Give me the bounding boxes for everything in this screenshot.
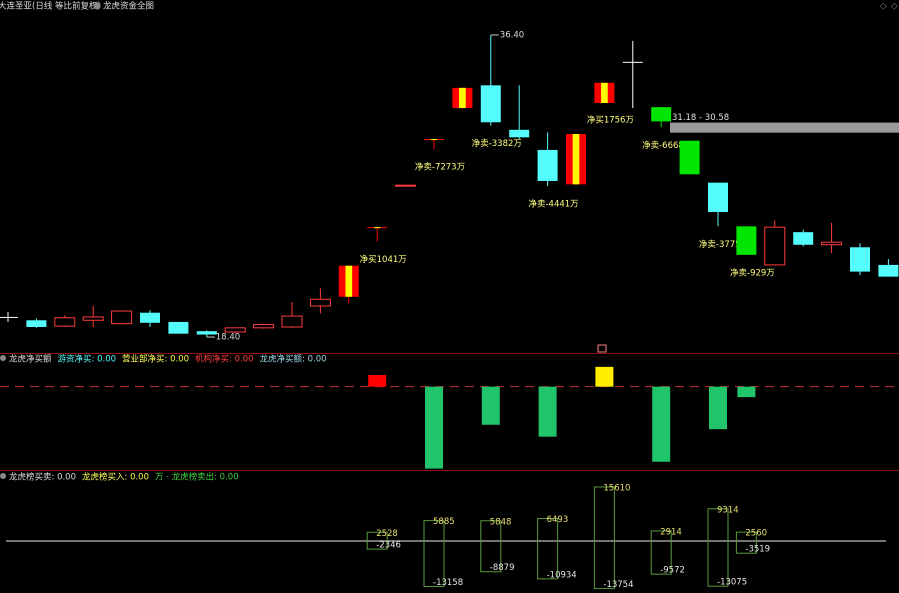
candle-stripe [430,139,438,141]
buy-sell-box [650,530,672,575]
buy-label: 5885 [433,517,455,527]
annotation: 净买1041万 [360,254,407,265]
buy-sell-box [735,531,757,554]
bar [481,386,500,425]
annotation: 净卖-6668万 [642,140,692,151]
legend-item: 营业部净买: 0.00 [122,354,189,365]
candle-body [821,241,843,246]
candle-body [54,317,76,327]
legend-item: 游资净买: 0.00 [58,354,117,365]
buy-sell-box [537,518,559,580]
candle-body [0,316,18,318]
buy-sell-box [480,520,502,573]
buy-sell-box [423,520,445,588]
candle-stripe [373,227,381,229]
candle-stripe [601,82,608,103]
candle-body [224,327,246,333]
candle-body [395,184,417,187]
bar [737,386,756,398]
range-band-label: 31.18 - 30.58 [672,113,729,123]
icon [0,473,6,479]
candle-body [26,320,47,327]
sell-label: -3519 [745,545,770,555]
candle-body [82,316,104,321]
candle-body [196,331,217,335]
legend-item: 龙虎榜买入: 0.00 [82,472,149,483]
annotation: 净卖-7273万 [415,162,465,173]
buy-label: 2528 [376,529,398,539]
window-control[interactable]: ◇ [880,2,887,12]
candle-body [679,140,700,175]
buy-sell-box [366,531,388,550]
candle-body [764,226,786,266]
buy-sell-box [593,486,615,590]
bar [368,374,387,387]
range-band [670,122,899,133]
sell-label: -13754 [603,580,633,590]
buy-label: 6493 [547,515,569,525]
sell-label: -13075 [717,578,747,588]
candle-body [850,247,870,272]
candle-body [708,182,728,213]
chart-title: 大连圣亚(日线 等比前复权) [0,1,101,12]
bar [595,366,614,387]
buy-label: 5848 [490,517,512,527]
sell-label: -13158 [433,578,463,588]
candle-stripe [459,87,466,108]
candle-body [309,298,331,307]
annotation: 净卖-3775万 [699,239,749,250]
candle-body [509,129,530,138]
window-control[interactable]: ◇ [891,2,898,12]
buy-sell-box [707,508,729,587]
candle-body [111,310,133,325]
candle-body [480,85,501,123]
candle-body [537,149,558,181]
icon [93,2,101,10]
bar [709,386,727,430]
sell-label: -9572 [660,566,685,576]
legend-item: 万 · 龙虎榜卖出: 0.00 [155,472,239,483]
icon [0,355,6,361]
annotation: 净卖-3382万 [472,138,522,149]
candle-stripe [345,265,353,297]
bar [538,386,557,437]
bar [652,386,671,462]
sell-label: -2346 [376,541,401,551]
candle-body [651,107,672,122]
chart-subtitle: 龙虎资金全图 [103,1,154,12]
annotation: 净卖-929万 [730,267,775,278]
candle-stripe [572,134,580,185]
candle-body [253,323,275,329]
annotation: 净买1756万 [587,115,634,126]
legend-item: 龙虎净买额: 0.00 [260,354,327,365]
sell-label: -10934 [547,570,577,580]
annotation: 净卖-4441万 [528,199,578,210]
candle-body [281,315,303,328]
icon [597,344,607,353]
candle-body [140,312,160,323]
candle-body [168,321,189,334]
sell-label: -8879 [490,563,515,573]
candle-body [622,61,643,63]
bar [425,386,443,469]
panel-title: 龙虎榜买卖: 0.00 [9,472,76,483]
extreme-label: 18.40 [216,333,240,343]
candle-body [878,264,899,277]
buy-label: 2914 [660,527,682,537]
candle-body [793,232,814,245]
legend-item: 机构净买: 0.00 [195,354,254,365]
extreme-label: 36.40 [500,30,524,40]
buy-label: 2560 [745,529,767,539]
buy-label: 9314 [717,505,739,515]
candle-body [736,226,757,255]
buy-label: 15610 [603,483,630,493]
panel-title: 龙虎净买额 [9,354,52,365]
